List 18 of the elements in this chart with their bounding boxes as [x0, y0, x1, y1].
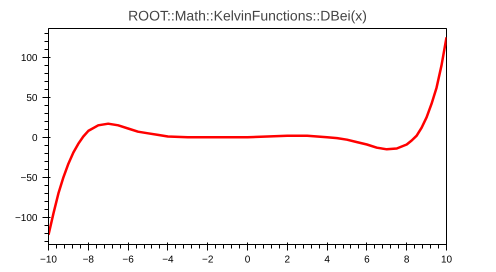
y-tick-label: 100 — [20, 52, 38, 64]
y-tick-label: −100 — [14, 212, 38, 224]
x-tick-label: −8 — [82, 254, 94, 266]
line-series — [48, 36, 446, 236]
chart-title: ROOT::Math::KelvinFunctions::DBei(x) — [128, 8, 367, 24]
x-tick-label: 10 — [440, 254, 452, 266]
x-tick-label: 4 — [324, 254, 330, 266]
x-tick-label: 2 — [284, 254, 291, 266]
x-tick-label: −2 — [202, 254, 214, 266]
y-tick-label: 0 — [32, 132, 38, 144]
x-tick-label: 6 — [364, 254, 370, 266]
x-tick-label: 8 — [404, 254, 410, 266]
x-tick-label: −10 — [40, 254, 58, 266]
x-tick-label: −6 — [122, 254, 134, 266]
x-tick-label: 0 — [244, 254, 251, 266]
x-tick-label: −4 — [162, 254, 174, 266]
y-tick-label: 50 — [26, 92, 38, 104]
y-tick-label: −50 — [20, 172, 38, 184]
